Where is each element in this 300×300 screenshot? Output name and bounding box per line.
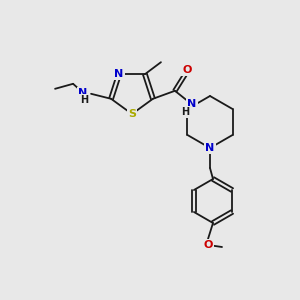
Text: O: O bbox=[203, 240, 213, 250]
Text: H: H bbox=[80, 95, 88, 105]
Text: N: N bbox=[114, 69, 124, 79]
Text: S: S bbox=[128, 109, 136, 119]
Text: O: O bbox=[182, 65, 192, 75]
Text: H: H bbox=[181, 107, 189, 117]
Text: N: N bbox=[206, 143, 214, 153]
Text: N: N bbox=[79, 88, 88, 98]
Text: N: N bbox=[187, 99, 196, 109]
